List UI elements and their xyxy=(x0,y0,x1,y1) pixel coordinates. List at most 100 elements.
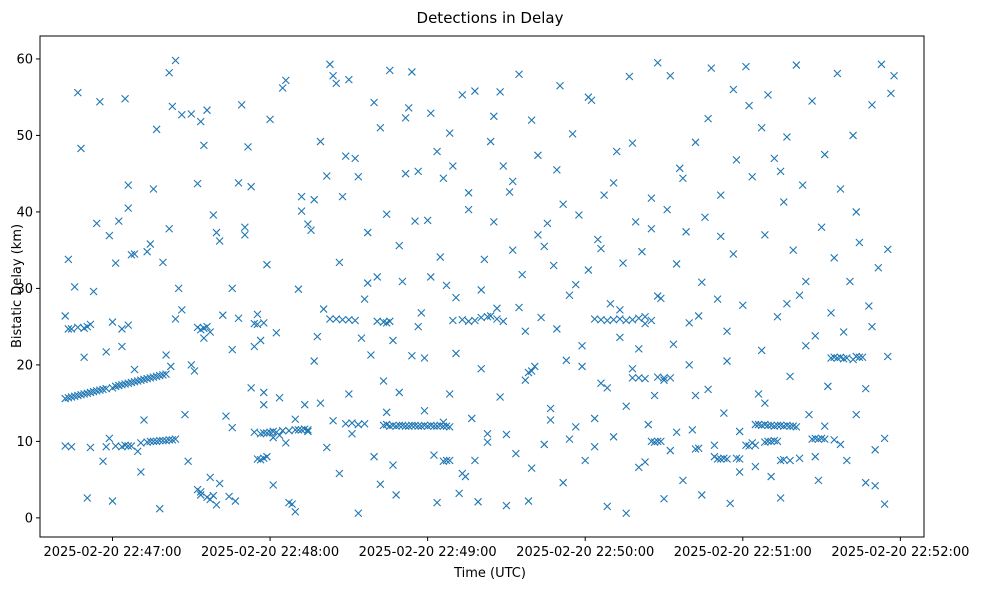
data-point xyxy=(764,91,772,99)
data-point xyxy=(653,437,662,446)
data-point xyxy=(382,210,391,219)
data-point xyxy=(852,410,861,419)
data-point xyxy=(685,361,694,369)
data-point xyxy=(149,185,158,193)
data-point xyxy=(710,452,719,461)
data-point xyxy=(199,141,208,150)
data-point xyxy=(609,432,618,441)
data-point xyxy=(786,422,794,430)
data-point xyxy=(634,463,643,472)
data-point xyxy=(385,317,394,326)
data-point xyxy=(445,456,454,465)
data-point xyxy=(552,325,561,333)
data-point xyxy=(86,320,95,329)
data-point xyxy=(861,384,870,393)
data-point xyxy=(704,385,713,394)
data-point xyxy=(568,130,577,138)
data-point xyxy=(883,245,892,254)
data-point xyxy=(95,97,104,106)
data-point xyxy=(527,367,536,375)
x-tick-label: 2025-02-20 22:52:00 xyxy=(831,545,969,560)
data-point xyxy=(489,217,498,226)
data-point xyxy=(524,497,533,505)
data-point xyxy=(187,361,196,369)
data-point xyxy=(196,117,205,126)
data-point xyxy=(540,242,549,251)
data-point xyxy=(773,437,782,446)
data-point xyxy=(136,439,145,447)
data-point xyxy=(370,452,378,461)
data-point xyxy=(326,315,334,323)
data-point xyxy=(118,342,126,351)
data-point xyxy=(303,427,312,436)
data-point xyxy=(130,250,139,258)
data-point xyxy=(344,315,353,324)
data-point xyxy=(332,79,341,88)
data-point xyxy=(634,314,643,323)
data-point xyxy=(660,494,668,503)
data-point xyxy=(764,421,772,430)
data-point xyxy=(171,315,180,323)
data-point xyxy=(628,364,637,373)
data-point xyxy=(111,442,120,450)
data-point xyxy=(250,342,259,351)
data-point xyxy=(647,224,656,233)
data-point xyxy=(748,439,757,447)
data-point xyxy=(231,497,240,505)
data-point xyxy=(414,322,423,331)
data-point xyxy=(707,64,716,73)
data-point xyxy=(360,419,369,428)
x-tick-label: 2025-02-20 22:47:00 xyxy=(43,545,181,560)
data-point xyxy=(389,461,397,469)
data-point xyxy=(603,316,612,325)
data-point xyxy=(704,114,713,123)
data-point xyxy=(515,303,523,312)
data-point xyxy=(426,109,435,118)
data-point xyxy=(619,259,627,268)
data-points xyxy=(61,56,898,518)
data-point xyxy=(477,364,486,373)
x-axis: 2025-02-20 22:47:00 2025-02-20 22:48:00 20… xyxy=(43,537,969,560)
data-point xyxy=(786,372,794,381)
data-point xyxy=(502,501,511,510)
data-point xyxy=(215,479,224,488)
data-point xyxy=(297,192,306,201)
data-point xyxy=(165,224,174,233)
data-point xyxy=(682,227,690,236)
data-point xyxy=(259,400,268,409)
data-point xyxy=(612,147,621,156)
data-point xyxy=(474,497,482,506)
data-point xyxy=(565,435,574,443)
data-point xyxy=(203,106,211,115)
data-point xyxy=(335,258,344,267)
data-point xyxy=(420,354,429,362)
data-point xyxy=(767,472,776,481)
data-point xyxy=(675,164,684,173)
data-point xyxy=(452,293,460,302)
data-point xyxy=(880,500,889,508)
data-point xyxy=(713,295,722,304)
data-point xyxy=(887,89,895,98)
data-point xyxy=(341,419,350,428)
data-point xyxy=(259,429,268,437)
data-point xyxy=(738,301,747,310)
data-point xyxy=(275,431,284,440)
data-point xyxy=(625,72,634,81)
data-point xyxy=(786,456,794,465)
data-point xyxy=(493,304,501,313)
data-point xyxy=(146,437,155,446)
data-point xyxy=(716,232,725,241)
data-point xyxy=(697,278,706,287)
data-point xyxy=(792,422,801,431)
data-point xyxy=(80,353,89,362)
data-point xyxy=(121,94,129,103)
data-point xyxy=(477,313,486,322)
x-tick-label: 2025-02-20 22:50:00 xyxy=(516,545,654,560)
data-point xyxy=(278,84,287,92)
data-point xyxy=(124,181,133,190)
data-point xyxy=(348,419,356,427)
data-point xyxy=(745,101,753,110)
data-point xyxy=(757,346,766,355)
data-point xyxy=(86,443,95,452)
data-point xyxy=(694,444,703,453)
